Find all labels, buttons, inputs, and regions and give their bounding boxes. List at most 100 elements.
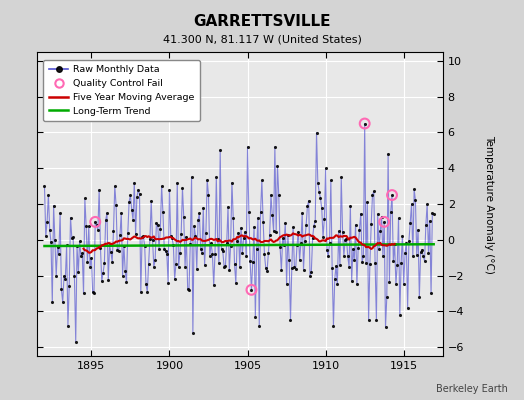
Point — [350, 257, 358, 264]
Point — [47, 239, 55, 246]
Point — [256, 208, 265, 215]
Point — [68, 235, 76, 241]
Point — [216, 147, 224, 154]
Point — [213, 236, 222, 242]
Point — [113, 246, 122, 253]
Point — [97, 278, 106, 284]
Point — [340, 253, 348, 259]
Point — [172, 261, 180, 268]
Point — [48, 299, 57, 306]
Point — [278, 235, 287, 241]
Point — [178, 185, 187, 192]
Point — [114, 248, 123, 254]
Point — [387, 208, 395, 215]
Point — [332, 263, 340, 269]
Point — [185, 287, 193, 293]
Point — [396, 312, 404, 318]
Point — [424, 250, 433, 256]
Point — [116, 232, 124, 238]
Point — [165, 186, 173, 193]
Point — [182, 233, 191, 240]
Point — [208, 251, 216, 257]
Point — [148, 236, 157, 243]
Point — [132, 230, 140, 237]
Point — [303, 203, 312, 210]
Point — [64, 322, 72, 329]
Point — [366, 261, 374, 268]
Point — [255, 322, 264, 329]
Point — [199, 204, 208, 211]
Point — [91, 219, 100, 225]
Point — [388, 192, 396, 198]
Point — [49, 202, 58, 209]
Point — [92, 222, 101, 228]
Point — [393, 262, 401, 268]
Point — [53, 244, 62, 250]
Point — [154, 222, 162, 228]
Point — [298, 210, 307, 216]
Point — [280, 242, 288, 248]
Point — [390, 240, 399, 247]
Point — [337, 174, 345, 180]
Point — [217, 246, 226, 252]
Point — [320, 216, 329, 222]
Point — [43, 218, 51, 225]
Point — [371, 259, 379, 266]
Point — [224, 204, 232, 210]
Point — [342, 235, 351, 242]
Point — [193, 266, 201, 272]
Point — [276, 244, 285, 251]
Point — [152, 220, 161, 226]
Point — [180, 214, 188, 220]
Point — [235, 263, 244, 270]
Point — [59, 299, 67, 306]
Point — [412, 252, 421, 259]
Point — [318, 205, 326, 211]
Point — [361, 120, 369, 127]
Point — [232, 280, 240, 286]
Point — [169, 242, 178, 248]
Point — [129, 216, 137, 223]
Point — [219, 248, 227, 255]
Point — [422, 222, 430, 228]
Point — [104, 277, 113, 284]
Point — [301, 238, 309, 244]
Point — [140, 243, 149, 250]
Point — [399, 281, 408, 288]
Legend: Raw Monthly Data, Quality Control Fail, Five Year Moving Average, Long-Term Tren: Raw Monthly Data, Quality Control Fail, … — [43, 60, 200, 121]
Point — [372, 317, 380, 324]
Point — [223, 240, 231, 246]
Point — [207, 240, 215, 246]
Point — [306, 272, 314, 279]
Point — [186, 241, 194, 248]
Point — [133, 194, 141, 201]
Point — [94, 227, 102, 233]
Point — [137, 289, 145, 296]
Point — [319, 234, 327, 240]
Point — [72, 338, 80, 345]
Point — [60, 273, 68, 280]
Point — [383, 294, 391, 300]
Point — [134, 186, 143, 193]
Point — [99, 270, 107, 276]
Point — [238, 250, 246, 256]
Point — [293, 242, 301, 249]
Point — [77, 253, 85, 259]
Point — [161, 248, 170, 254]
Point — [147, 198, 156, 204]
Point — [311, 218, 320, 224]
Point — [341, 236, 350, 243]
Point — [411, 197, 420, 204]
Point — [405, 238, 413, 244]
Point — [188, 174, 196, 180]
Point — [81, 195, 89, 202]
Point — [151, 257, 159, 264]
Point — [346, 202, 355, 209]
Point — [339, 228, 347, 235]
Point — [160, 245, 168, 252]
Point — [354, 245, 363, 251]
Point — [75, 238, 84, 244]
Point — [203, 177, 211, 184]
Point — [65, 282, 73, 289]
Point — [212, 174, 221, 180]
